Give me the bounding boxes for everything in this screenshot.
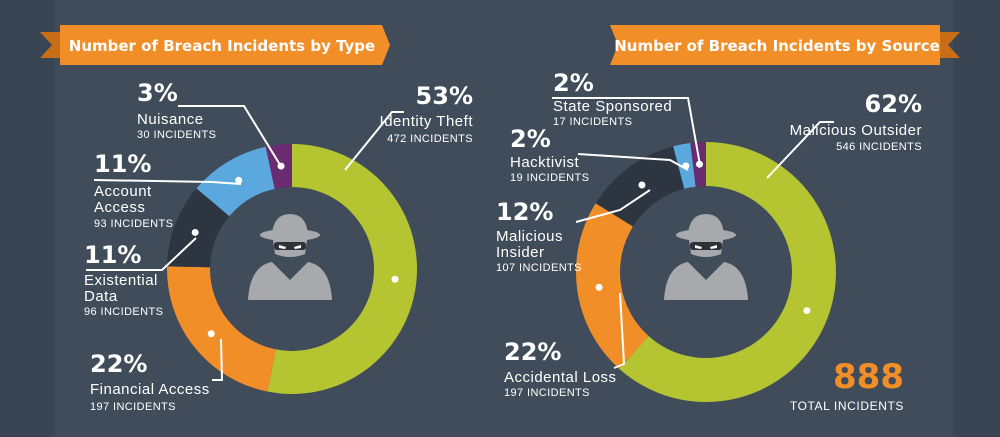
data-label-name: Hacktivist (510, 154, 580, 171)
data-label-pct: 12% (496, 198, 553, 226)
donut-slice (575, 203, 649, 369)
spy-icon (664, 214, 748, 300)
data-label-sub: 30 INCIDENTS (137, 129, 216, 141)
data-label-pct: 2% (553, 69, 594, 97)
data-label-name: Existential (84, 272, 158, 289)
data-label-name: State Sponsored (553, 98, 672, 115)
data-label-sub: 197 INCIDENTS (90, 401, 176, 413)
data-label-sub: 19 INCIDENTS (510, 172, 589, 184)
leader-line (613, 292, 626, 369)
data-label-sub: 546 INCIDENTS (836, 141, 922, 153)
data-label-name: Accidental Loss (504, 369, 617, 386)
donut-chart-type (166, 144, 417, 394)
data-label-pct: 22% (90, 350, 147, 378)
data-label-pct: 53% (416, 82, 473, 110)
leader-line (577, 153, 689, 171)
data-label-name: Data (84, 288, 118, 305)
slice-marker-dot (638, 181, 646, 189)
leader-line (552, 97, 701, 166)
banner-left-ribbon (60, 25, 390, 65)
data-label-pct: 11% (94, 150, 151, 178)
leader-line (86, 237, 197, 271)
leader-line (178, 105, 283, 169)
data-label-name: Access (94, 199, 145, 216)
data-label-sub: 96 INCIDENTS (84, 306, 163, 318)
total-label: TOTAL INCIDENTS (790, 399, 904, 413)
data-label-sub: 472 INCIDENTS (387, 133, 473, 145)
data-label-pct: 2% (510, 125, 551, 153)
slice-marker-dot (207, 330, 215, 338)
data-label-name: Account (94, 183, 152, 200)
slice-marker-dot (803, 307, 811, 315)
data-label-name: Malicious Outsider (790, 122, 922, 139)
spy-icon (248, 214, 332, 300)
banner-right: Number of Breach Incidents by Source (610, 25, 960, 65)
chart-title-source: Number of Breach Incidents by Source (614, 37, 940, 55)
donut-chart-source (575, 142, 836, 403)
slice-marker-dot (191, 228, 199, 236)
banner-right-ribbon (610, 25, 940, 65)
data-label-pct: 11% (84, 241, 141, 269)
donut-slice (267, 144, 417, 394)
donut-slice (167, 188, 230, 268)
labels-source: 62% Malicious Outsider 546 INCIDENTS 2% … (496, 69, 922, 413)
leader-line (766, 121, 834, 179)
banner-left: Number of Breach Incidents by Type (40, 25, 390, 65)
donut-slice (619, 142, 836, 403)
slice-marker-dot (595, 283, 603, 291)
data-label-sub: 17 INCIDENTS (553, 116, 632, 128)
labels-type: 53% Identity Theft 472 INCIDENTS 3% Nuis… (84, 79, 473, 413)
leader-line (344, 111, 404, 171)
leader-line (212, 338, 224, 381)
data-label-name: Insider (496, 244, 545, 261)
slice-marker-dot (391, 275, 399, 283)
data-label-sub: 93 INCIDENTS (94, 218, 173, 230)
data-label-name: Identity Theft (380, 113, 474, 130)
data-label-name: Financial Access (90, 381, 210, 398)
data-label-sub: 197 INCIDENTS (504, 387, 590, 399)
donut-slice (166, 266, 276, 392)
data-label-name: Malicious (496, 228, 563, 245)
leader-line (93, 179, 242, 185)
leader-lines (86, 97, 834, 381)
data-label-pct: 3% (137, 79, 178, 107)
data-label-pct: 62% (865, 90, 922, 118)
data-label-sub: 107 INCIDENTS (496, 262, 582, 274)
total-value: 888 (833, 357, 904, 397)
data-label-name: Nuisance (137, 111, 204, 128)
chart-title-type: Number of Breach Incidents by Type (69, 37, 375, 55)
leader-line (575, 189, 651, 223)
slice-marker-dot (235, 176, 243, 184)
data-label-pct: 22% (504, 338, 561, 366)
